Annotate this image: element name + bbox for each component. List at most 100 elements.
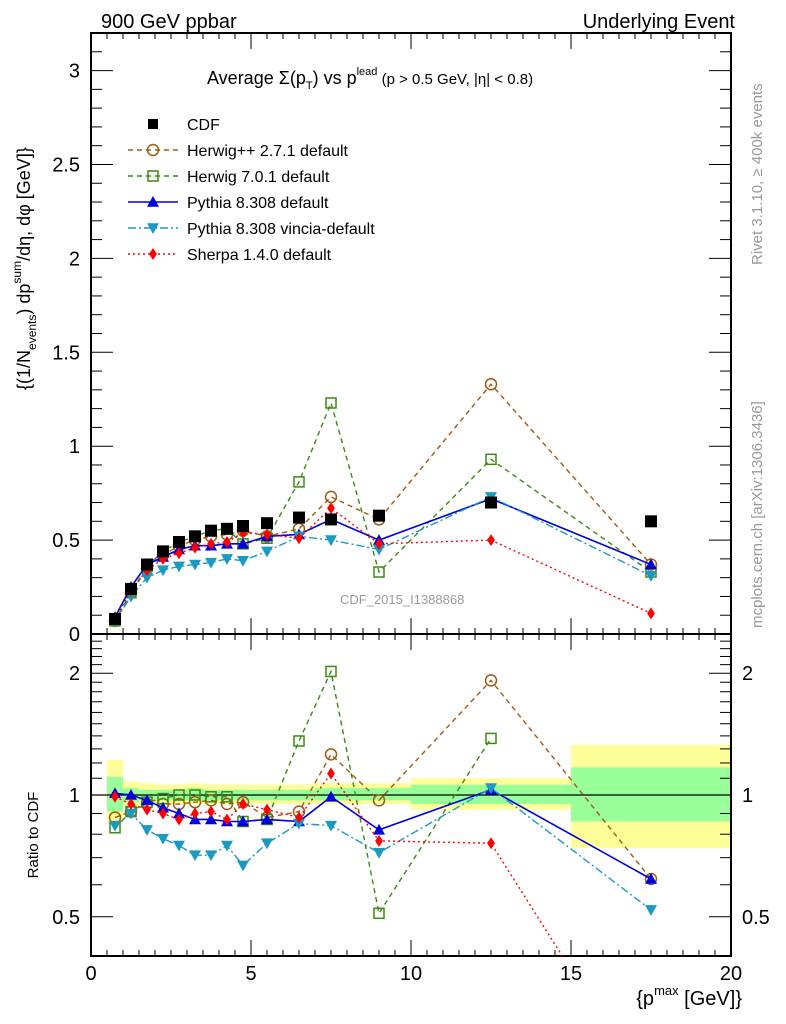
- series-pythia-8-308-vincia-default: [109, 783, 657, 916]
- marker-open-circle: [484, 377, 498, 391]
- marker-filled-triangle-up: [173, 807, 185, 819]
- marker-open-square: [147, 170, 159, 182]
- ratio-y-tick-label: 1: [69, 785, 80, 807]
- marker-filled-triangle-down: [237, 860, 249, 872]
- marker-filled-square: [325, 513, 337, 526]
- title-sigma: Σ(p: [279, 68, 306, 88]
- marker-open-square: [173, 789, 185, 801]
- title-sup: lead: [357, 66, 378, 78]
- ratio-y-tick-label: 2: [69, 663, 80, 685]
- marker-filled-square: [148, 119, 158, 129]
- marker-filled-triangle-down: [205, 850, 217, 862]
- marker-filled-square: [221, 522, 233, 535]
- marker-filled-diamond: [263, 528, 271, 541]
- marker-filled-triangle-down: [221, 554, 233, 565]
- marker-filled-triangle-down: [205, 557, 217, 569]
- y-tick-label: 3: [69, 61, 80, 83]
- marker-filled-triangle-up: [141, 794, 153, 806]
- series-sherpa-1-4-0-default: [111, 767, 564, 956]
- marker-filled-diamond: [191, 541, 199, 554]
- ratio-y-tick-label-right: 1: [742, 785, 753, 807]
- marker-filled-square: [141, 558, 153, 571]
- x-tick-label: 5: [245, 963, 256, 985]
- main-title: Average Σ(pT) vs plead (p > 0.5 GeV, |η|…: [207, 66, 533, 92]
- marker-filled-diamond: [327, 767, 335, 780]
- marker-filled-diamond: [239, 798, 247, 811]
- title-post2: > 0.5 GeV, |η| < 0.8): [395, 71, 533, 88]
- legend-item: CDF: [148, 117, 220, 134]
- ylabel-c: ) dp: [14, 284, 34, 315]
- marker-filled-diamond: [487, 534, 495, 547]
- x-tick-label: 10: [400, 963, 422, 985]
- marker-filled-square: [109, 612, 121, 625]
- marker-filled-square: [189, 530, 201, 543]
- marker-filled-diamond: [487, 837, 495, 850]
- marker-filled-diamond: [295, 811, 303, 824]
- marker-filled-diamond: [375, 834, 383, 847]
- y-tick-label: 0.5: [52, 530, 80, 552]
- marker-open-circle: [324, 748, 338, 761]
- marker-filled-square: [237, 520, 249, 533]
- marker-filled-triangle-down: [147, 223, 159, 234]
- legend-label: Pythia 8.308 vincia-default: [187, 221, 375, 238]
- marker-filled-diamond: [223, 813, 231, 826]
- marker-filled-diamond: [159, 807, 167, 820]
- title-sub: T: [306, 80, 313, 92]
- series-line: [114, 383, 652, 622]
- marker-filled-square: [157, 545, 169, 558]
- marker-open-square: [221, 791, 233, 803]
- marker-filled-triangle-up: [125, 789, 137, 800]
- marker-filled-triangle-down: [157, 565, 169, 577]
- marker-filled-triangle-down: [325, 820, 337, 832]
- marker-filled-triangle-down: [261, 838, 273, 850]
- marker-filled-square: [373, 509, 385, 522]
- marker-filled-diamond: [149, 248, 157, 260]
- marker-open-square: [293, 735, 305, 747]
- y-tick-label: 0: [69, 624, 80, 646]
- ratio-y-label: Ratio to CDF: [25, 792, 42, 879]
- marker-filled-diamond: [295, 532, 303, 545]
- marker-filled-triangle-up: [325, 790, 337, 802]
- marker-filled-triangle-up: [373, 823, 385, 835]
- marker-open-circle: [324, 490, 338, 504]
- marker-filled-triangle-down: [141, 825, 153, 836]
- marker-filled-triangle-up: [237, 537, 249, 549]
- marker-filled-triangle-down: [645, 905, 657, 916]
- series-herwig-2-7-1-default: [108, 377, 658, 628]
- marker-filled-triangle-down: [237, 555, 249, 567]
- x-tick-label: 15: [560, 963, 582, 985]
- rivet-label: Rivet 3.1.10, ≥ 400k events: [749, 83, 766, 265]
- marker-open-circle: [220, 797, 234, 811]
- marker-filled-triangle-down: [157, 833, 169, 845]
- marker-filled-triangle-down: [173, 561, 185, 573]
- marker-open-circle: [484, 674, 498, 687]
- marker-open-square: [373, 566, 385, 578]
- marker-filled-triangle-down: [189, 559, 201, 571]
- marker-filled-triangle-up: [157, 801, 169, 813]
- legend-item: Pythia 8.308 vincia-default: [128, 221, 375, 238]
- ratio-y-tick-label-right: 2: [742, 663, 753, 685]
- marker-filled-square: [645, 515, 657, 528]
- y-tick-label: 1.5: [52, 342, 80, 364]
- marker-open-circle: [372, 794, 386, 807]
- marker-open-square: [485, 453, 497, 466]
- legend-item: Pythia 8.308 default: [128, 195, 329, 212]
- marker-filled-triangle-up: [205, 813, 217, 825]
- marker-filled-square: [205, 524, 217, 537]
- marker-open-square: [189, 789, 201, 801]
- title-mid: ) vs p: [313, 68, 357, 88]
- ylabel-a: {(1/N: [14, 350, 34, 390]
- series-line: [114, 772, 564, 956]
- ylabel-b: events: [25, 315, 39, 350]
- marker-filled-diamond: [207, 805, 215, 818]
- mcplots-label: mcplots.cern.ch [arXiv:1306.3436]: [749, 401, 766, 628]
- legend-item: Sherpa 1.4.0 default: [128, 247, 332, 264]
- top-left-label: 900 GeV ppbar: [101, 11, 237, 33]
- marker-filled-diamond: [375, 537, 383, 550]
- axes: 0 5 10 15 20 0 0.5 1 1.5 2 2.5 3 0.5 0.5 1 1 2 2: [52, 32, 770, 985]
- marker-filled-triangle-up: [237, 815, 249, 827]
- marker-filled-diamond: [143, 803, 151, 816]
- main-series: [108, 377, 658, 628]
- marker-filled-triangle-down: [221, 840, 233, 852]
